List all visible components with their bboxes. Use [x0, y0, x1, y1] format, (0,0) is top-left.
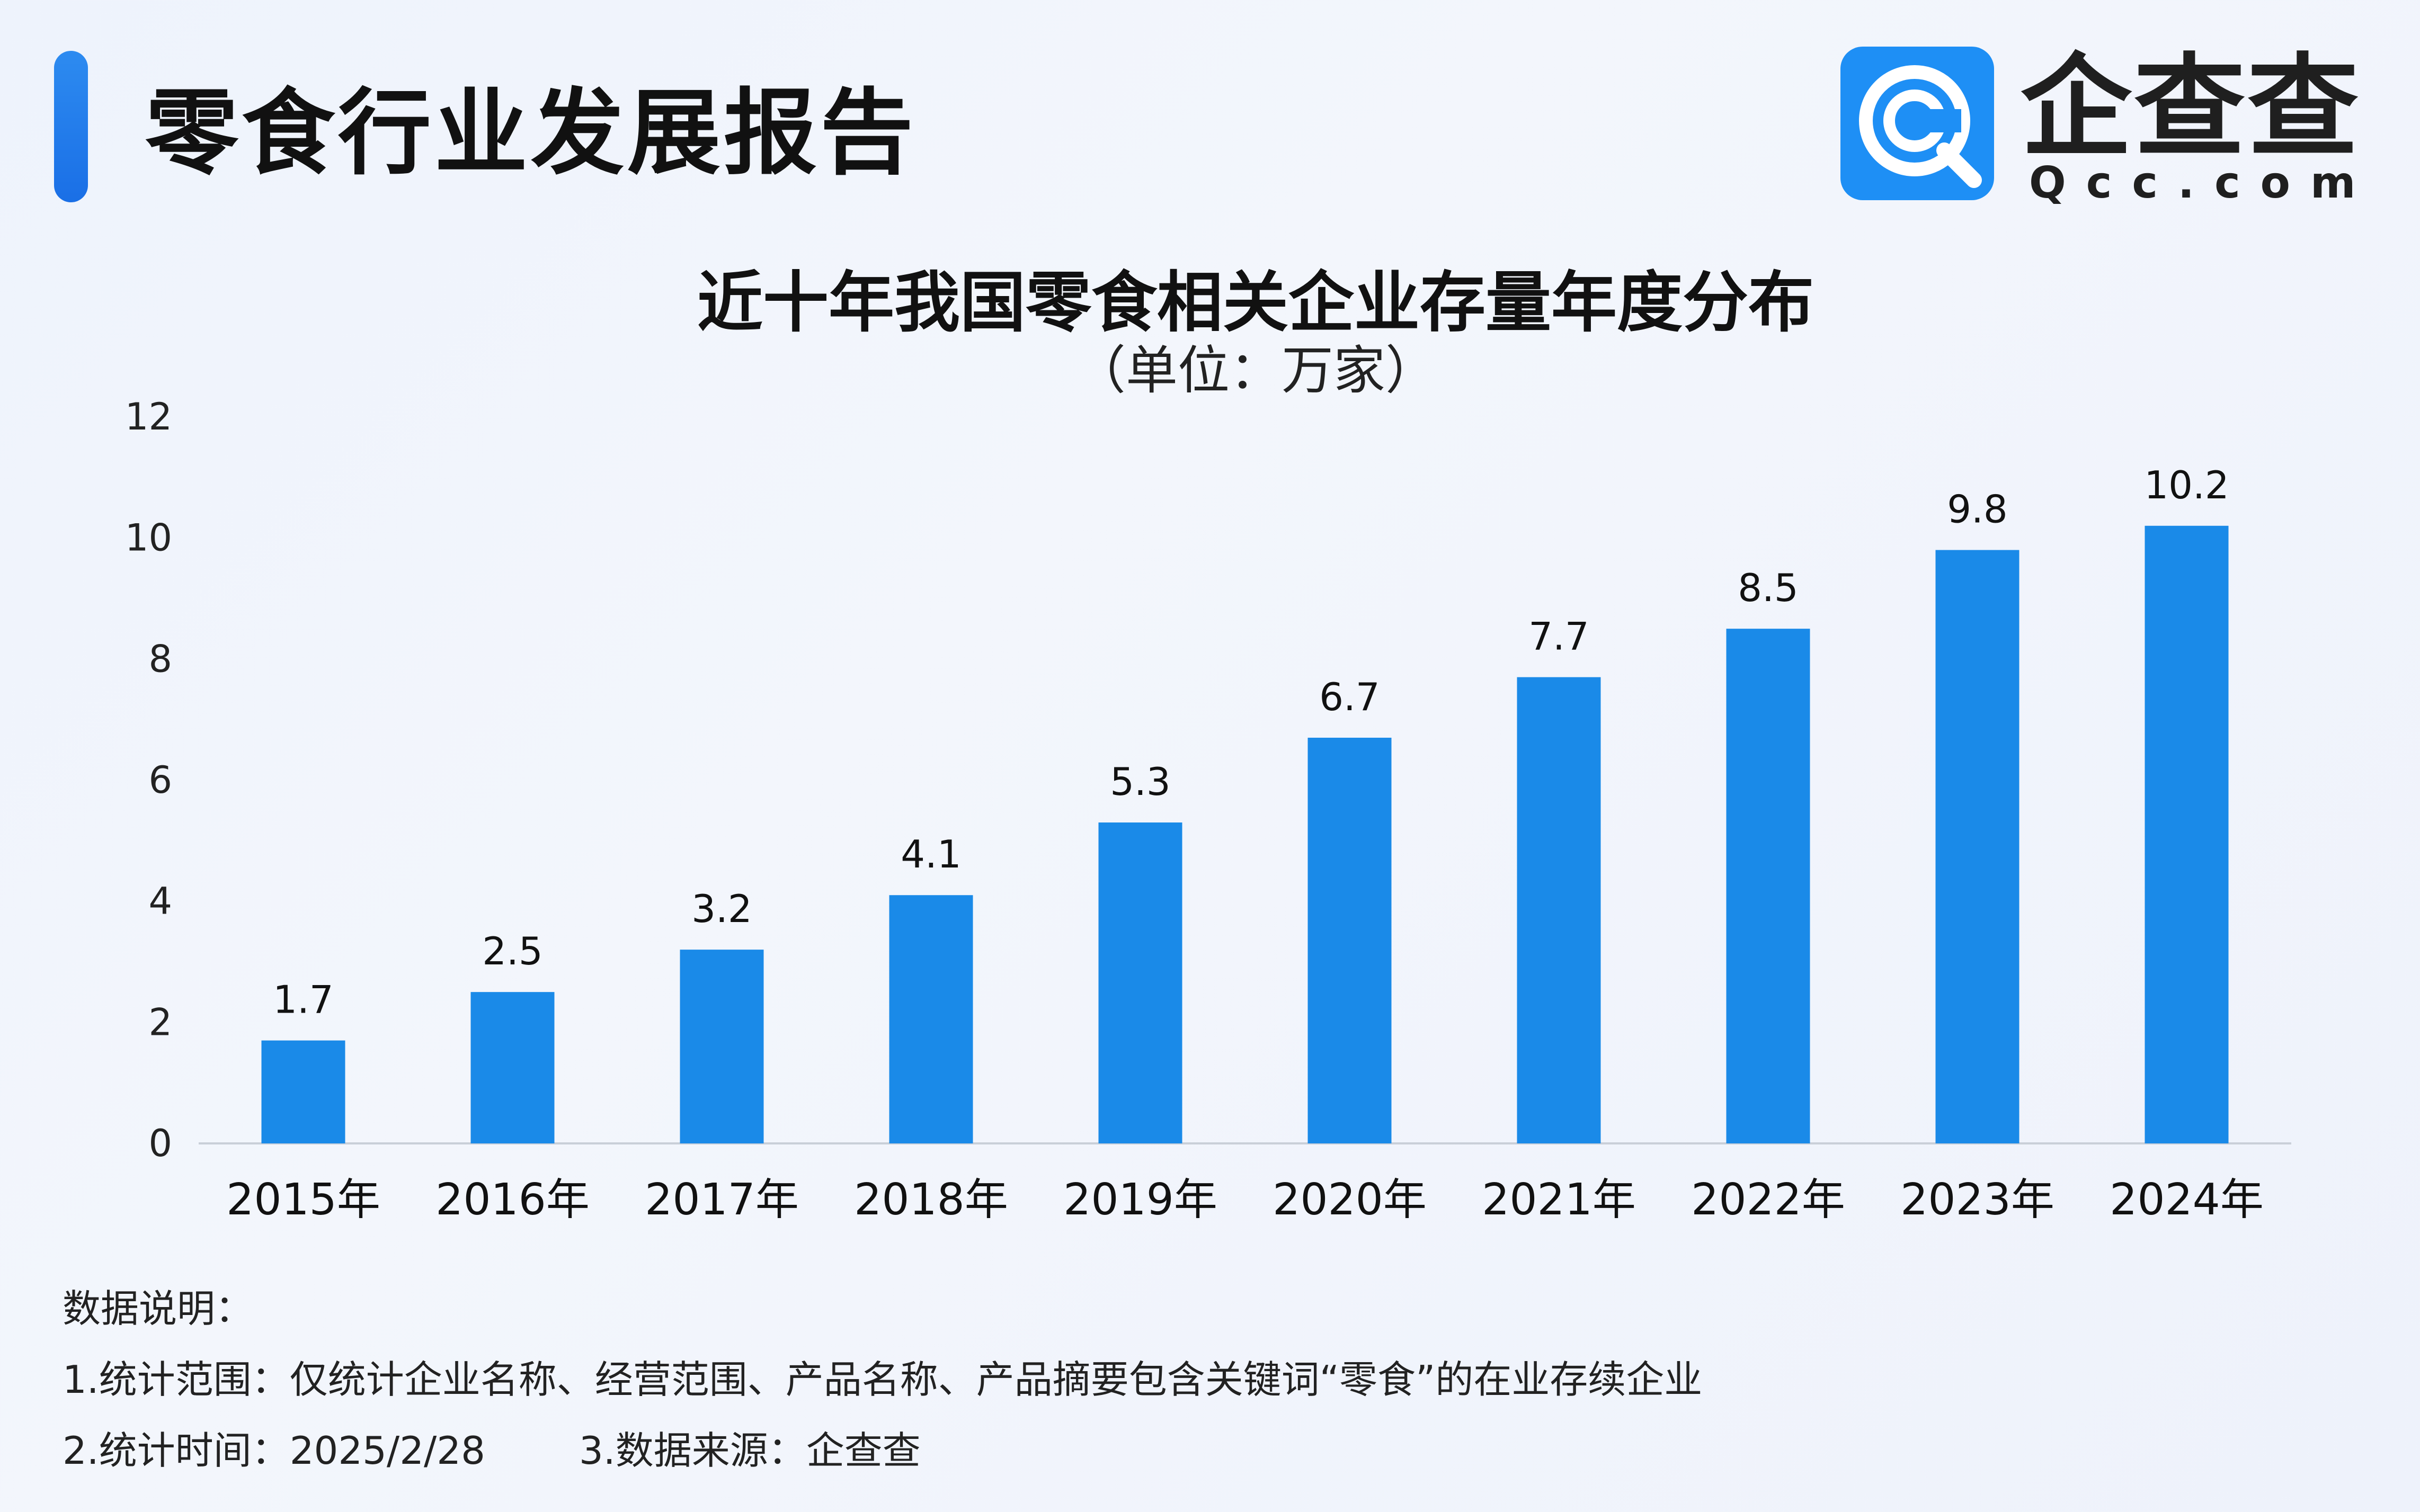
brand-logo: 企查查 Qcc.com [1840, 42, 2370, 208]
report-title: 零食行业发展报告 [145, 79, 917, 187]
bar [470, 992, 555, 1143]
bar-value-label: 9.8 [1947, 487, 2008, 532]
y-tick-label: 10 [125, 516, 172, 560]
bar [2145, 525, 2229, 1143]
notes-source: 3.数据来源：企查查 [579, 1428, 921, 1473]
x-tick-label: 2021年 [1482, 1175, 1636, 1225]
bar [889, 895, 973, 1143]
bar-value-label: 8.5 [1738, 566, 1799, 610]
x-axis-tick-labels: 2015年 2016年 2017年 2018年 2019年 2020年 2021年 2022年… [226, 1175, 2264, 1225]
x-tick-label: 2017年 [645, 1175, 799, 1225]
x-tick-label: 2024年 [2110, 1175, 2264, 1225]
bars [261, 525, 2229, 1143]
bar [1517, 677, 1601, 1143]
x-tick-label: 2020年 [1273, 1175, 1427, 1225]
logo-brand-cn: 企查查 [2021, 42, 2361, 172]
chart-title: 近十年我国零食相关企业存量年度分布 [697, 265, 1814, 341]
notes-date: 2.统计时间：2025/2/28 [63, 1428, 485, 1473]
notes-scope: 1.统计范围：仅统计企业名称、经营范围、产品名称、产品摘要包含关键词“零食”的在… [63, 1357, 1703, 1402]
x-tick-label: 2022年 [1691, 1175, 1845, 1225]
bar-value-label: 1.7 [273, 978, 334, 1022]
value-labels: 1.7 2.5 3.2 4.1 5.3 6.7 7.7 8.5 9.8 10.2 [273, 463, 2229, 1022]
bar [1307, 737, 1392, 1143]
bar-value-label: 6.7 [1319, 675, 1380, 719]
x-tick-label: 2018年 [854, 1175, 1008, 1225]
y-tick-label: 8 [148, 637, 172, 681]
x-tick-label: 2015年 [226, 1175, 380, 1225]
bar-value-label: 4.1 [901, 832, 962, 876]
y-tick-label: 4 [148, 880, 172, 923]
notes-meta: 2.统计时间：2025/2/28 3.数据来源：企查查 [63, 1419, 921, 1475]
chart-unit: （单位：万家） [1073, 341, 1437, 401]
qcc-logo-icon [1840, 47, 1994, 200]
x-tick-label: 2023年 [1900, 1175, 2054, 1225]
y-axis-tick-labels: 0 2 4 6 8 10 12 [125, 395, 172, 1165]
bar [261, 1040, 345, 1143]
bar-value-label: 5.3 [1110, 759, 1171, 804]
logo-brand-en: Qcc.com [2029, 158, 2376, 208]
bar [1726, 629, 1810, 1143]
y-tick-label: 0 [148, 1122, 172, 1165]
bar-value-label: 3.2 [691, 887, 752, 931]
y-tick-label: 2 [148, 1000, 172, 1044]
x-tick-label: 2016年 [435, 1175, 590, 1225]
bar [1935, 550, 2019, 1143]
y-tick-label: 6 [148, 758, 172, 802]
y-tick-label: 12 [125, 395, 172, 439]
x-tick-label: 2019年 [1063, 1175, 1217, 1225]
bar-value-label: 7.7 [1528, 614, 1589, 659]
title-accent-bar [54, 51, 88, 202]
notes-heading: 数据说明： [63, 1286, 254, 1331]
bar-value-label: 10.2 [2144, 463, 2229, 507]
bar-value-label: 2.5 [482, 929, 543, 973]
bar [680, 950, 764, 1143]
bar [1098, 822, 1182, 1143]
